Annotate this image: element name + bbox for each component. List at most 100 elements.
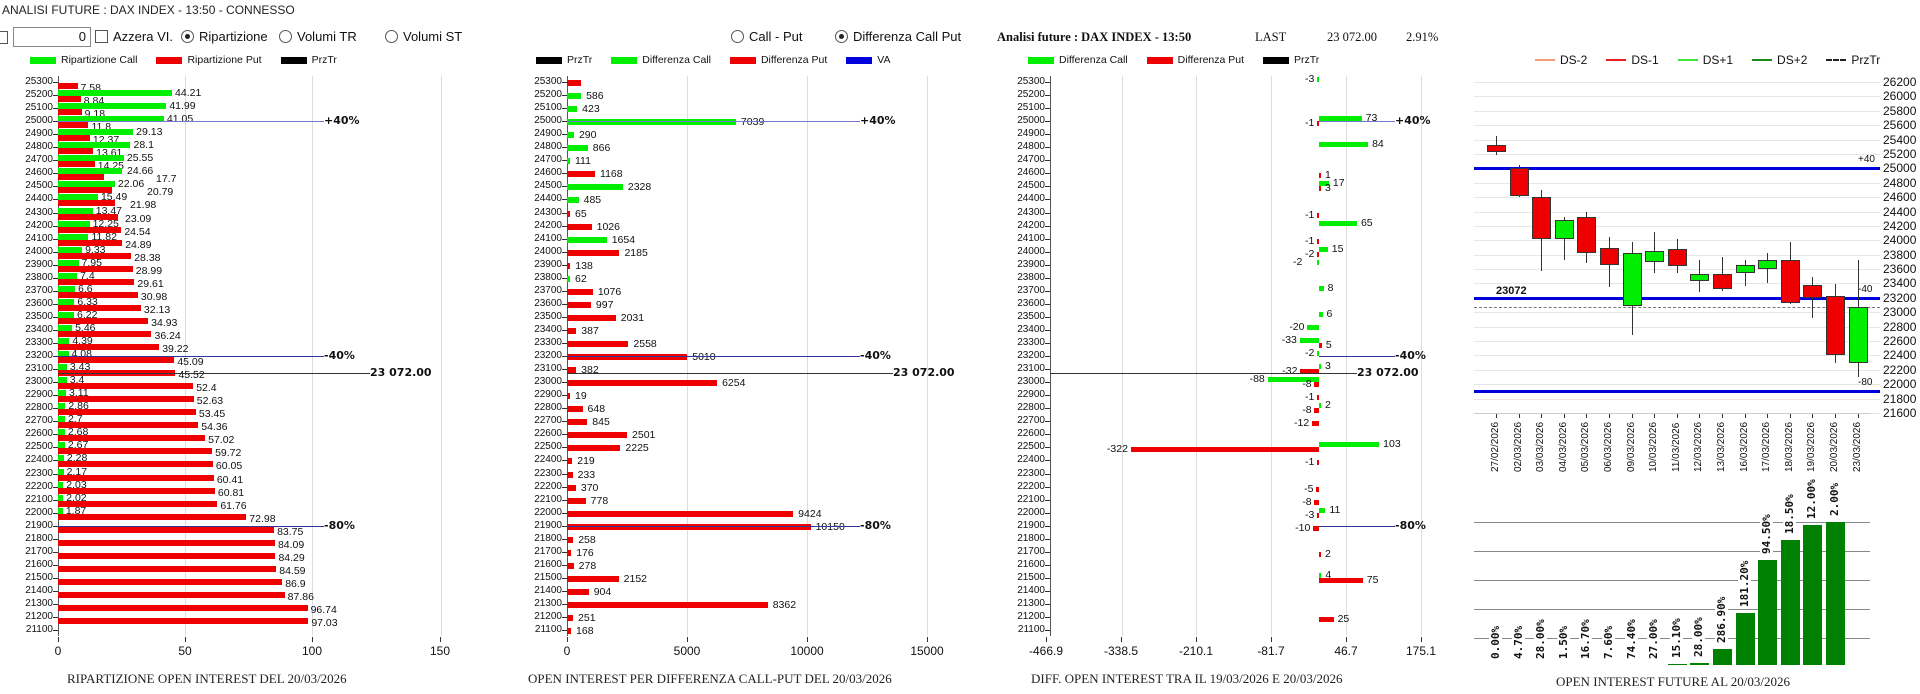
put-value: 14.25 (97, 160, 125, 173)
strike-label: 25300 (1017, 76, 1045, 87)
strike-tick (562, 356, 567, 358)
call-value: 24.66 (127, 165, 154, 178)
x-tick-label: 50 (178, 644, 192, 658)
x-tick-label: -466.9 (1028, 644, 1064, 658)
put-bar (58, 239, 123, 246)
call-value: 7.95 (81, 256, 102, 269)
put-bar (567, 615, 574, 622)
price-tick-label: 25000 (1883, 161, 1917, 176)
call-bar (58, 259, 79, 266)
number-input[interactable]: 0 (13, 27, 91, 47)
strike-tick (53, 173, 58, 175)
toggle-checkbox[interactable] (0, 30, 8, 44)
call-bar (58, 377, 67, 384)
strike-tick (1045, 486, 1050, 488)
strike-tick (1045, 173, 1050, 175)
strike-tick (1045, 447, 1050, 449)
strike-tick (1045, 395, 1050, 397)
put-bar (567, 380, 718, 387)
radio-call-put[interactable]: Call - Put (731, 29, 802, 44)
call-value: 3.43 (69, 361, 91, 374)
strike-label: 23600 (1017, 297, 1045, 309)
oi-bar (1713, 648, 1732, 665)
bar-value: 258 (578, 533, 596, 546)
azzera-checkbox[interactable]: Azzera VI. (95, 29, 173, 44)
radio-label: Volumi TR (297, 29, 357, 44)
call-bar (58, 90, 173, 97)
put-bar (1317, 212, 1319, 218)
put-value: 13.61 (96, 147, 123, 160)
put-value: 45.52 (178, 369, 205, 382)
radio-differenza-call-put[interactable]: Differenza Call Put (835, 29, 961, 44)
strike-tick (53, 499, 58, 501)
strike-tick (1045, 238, 1050, 240)
strike-tick (1045, 460, 1050, 462)
oi-bar (1803, 525, 1823, 665)
ref-line-minus40 (58, 356, 324, 358)
strike-tick (53, 303, 58, 305)
strike-label: 21200 (534, 611, 562, 623)
strike-label: 25000 (25, 115, 53, 127)
x-tick-mark (1196, 637, 1197, 642)
strike-tick (1045, 329, 1050, 331)
price-tick-label: 23200 (1883, 290, 1917, 305)
call-bar (567, 145, 588, 152)
strike-tick (53, 382, 58, 384)
put-value: 7.58 (80, 82, 101, 94)
put-value: 45.09 (177, 356, 204, 369)
bar-value: 904 (593, 585, 612, 598)
candle-down (1667, 248, 1687, 267)
put-bar (58, 435, 206, 442)
radio-icon (731, 30, 744, 43)
candle-down (1803, 284, 1823, 298)
strike-label: 23700 (1017, 284, 1045, 296)
strike-tick (1045, 408, 1050, 410)
call-value: 29.13 (136, 126, 163, 139)
strike-label: 25000 (1017, 115, 1045, 127)
legend-label: Differenza Call (1059, 54, 1128, 66)
strike-tick (562, 604, 567, 605)
price-tick-label: 23800 (1883, 247, 1917, 262)
strike-label: 23800 (1017, 271, 1045, 283)
date-label: 03/03/2026 (1535, 421, 1547, 472)
put-bar (58, 357, 175, 364)
legend-label: Ripartizione Put (187, 54, 262, 66)
put-bar (1314, 382, 1319, 388)
date-tick (1518, 413, 1520, 418)
strike-label: 21400 (534, 584, 562, 596)
chart4-title: OPEN INTEREST FUTURE AL 20/03/2026 (1556, 674, 1791, 689)
call-bar (567, 236, 607, 243)
radio-volumi-st[interactable]: Volumi ST (385, 29, 462, 44)
put-bar (58, 252, 132, 259)
strike-tick (562, 264, 567, 266)
put-value: 57.02 (208, 434, 235, 447)
ref-line-price (1050, 372, 1357, 374)
put-bar (567, 523, 811, 530)
strike-label: 23200 (1017, 350, 1045, 362)
call-bar (1319, 442, 1380, 448)
radio-ripartizione[interactable]: Ripartizione (181, 29, 268, 44)
call-bar (58, 233, 89, 240)
date-label: 13/03/2026 (1716, 421, 1727, 472)
oi-percent-label: 286.90% (1715, 596, 1728, 643)
legend-swatch-call (30, 56, 56, 64)
strike-label: 24900 (25, 128, 53, 140)
strike-label: 23300 (25, 337, 53, 348)
put-bar (58, 317, 149, 324)
strike-tick (1045, 251, 1050, 253)
put-bar (567, 249, 620, 256)
radio-volumi-tr[interactable]: Volumi TR (279, 29, 357, 44)
legend-label: Differenza Put (760, 54, 828, 66)
put-bar (58, 513, 247, 520)
candle-down (1487, 145, 1506, 152)
strike-tick (562, 173, 567, 175)
strike-label: 22800 (1017, 402, 1045, 414)
ref-line-minus40 (1319, 356, 1395, 358)
legend-label: DS+2 (1777, 53, 1808, 67)
checkbox-icon (95, 30, 108, 43)
strike-tick (1045, 538, 1050, 540)
call-value: 6.22 (77, 308, 98, 321)
h-grid-line (1474, 110, 1880, 112)
strike-label: 21600 (534, 558, 562, 570)
call-bar (58, 311, 75, 318)
